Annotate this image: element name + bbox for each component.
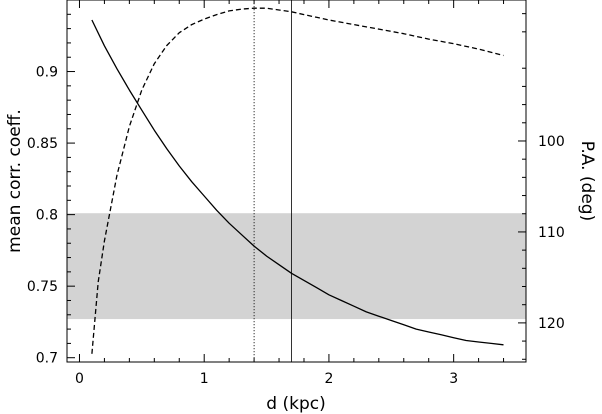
- y-tick-label: 0.75: [27, 279, 58, 295]
- y-tick-label: 0.85: [27, 136, 58, 152]
- x-tick-label: 2: [324, 371, 333, 387]
- y2-tick-label: 110: [538, 225, 565, 241]
- x-tick-label: 1: [200, 371, 209, 387]
- y2-axis-ticks: 100 110 120: [518, 13, 565, 360]
- x-tick-label: 0: [75, 371, 84, 387]
- y2-axis-title: P.A. (deg): [577, 141, 597, 221]
- shaded-band: [67, 213, 526, 320]
- y-tick-label: 0.8: [36, 208, 58, 224]
- x-axis-title: d (kpc): [266, 394, 325, 414]
- y-tick-label: 0.7: [36, 351, 58, 367]
- y-tick-label: 0.9: [36, 65, 58, 81]
- series-layer: [91, 7, 504, 354]
- shaded-band-layer: [67, 213, 526, 320]
- vertical-lines-layer: [253, 0, 292, 362]
- y2-tick-label: 120: [538, 316, 565, 332]
- y-axis-title: mean corr. coeff.: [5, 109, 25, 253]
- series-line-corr-solid: [91, 19, 504, 346]
- y-axis-ticks: 0.7 0.75 0.8 0.85 0.9: [27, 13, 75, 367]
- x-axis-ticks: 0 1 2 3: [75, 0, 505, 387]
- x-tick-label: 3: [449, 371, 458, 387]
- series-line-pa-dashed: [91, 7, 504, 354]
- y2-tick-label: 100: [538, 134, 565, 150]
- plot-frame: [66, 0, 527, 363]
